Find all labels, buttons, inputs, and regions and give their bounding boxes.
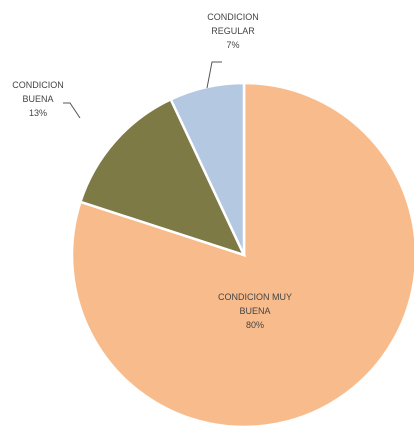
data-label-regular-line-1: CONDICION (207, 12, 259, 22)
data-label-muy-buena-line-3: 80% (246, 320, 264, 330)
pie-slice-regular (169, 81, 246, 256)
data-label-buena-line-2: BUENA (22, 94, 53, 104)
data-label-buena-line-1: CONDICION (12, 80, 64, 90)
data-label-muy-buena-line-1: CONDICION MUY (218, 292, 292, 302)
leader-line-regular (206, 61, 222, 89)
pie-slice-buena (78, 97, 247, 258)
data-label-muy-buena-line-2: BUENA (239, 306, 270, 316)
data-label-regular-line-2: REGULAR (211, 26, 255, 36)
leader-line-buena (63, 102, 81, 119)
data-label-buena-line-3: 13% (29, 108, 47, 118)
data-label-regular-line-3: 7% (226, 40, 239, 50)
